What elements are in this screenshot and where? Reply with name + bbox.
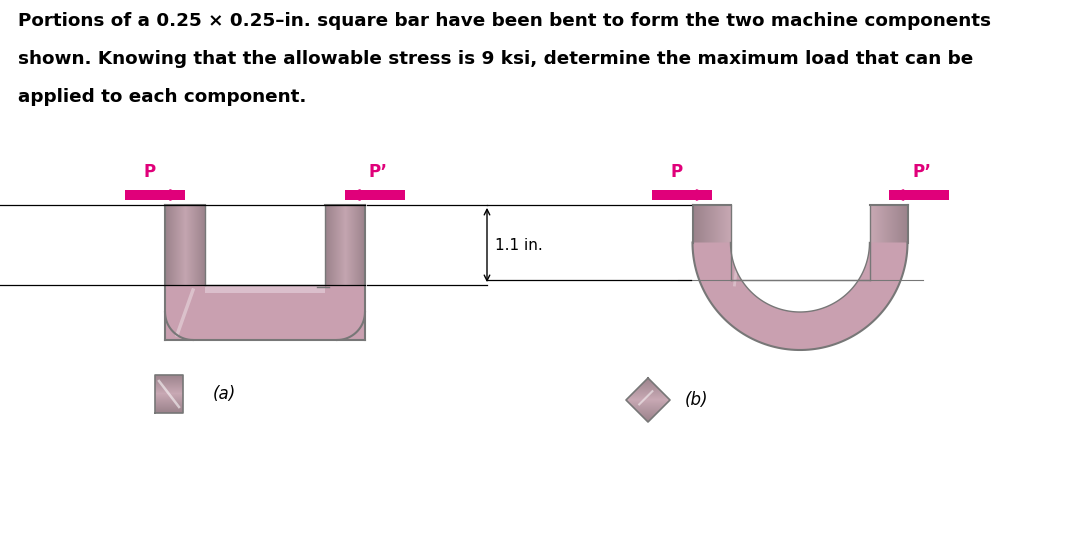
Polygon shape: [156, 389, 183, 390]
Polygon shape: [640, 413, 656, 414]
Polygon shape: [631, 394, 665, 395]
Text: Portions of a 0.25 × 0.25–in. square bar have been bent to form the two machine : Portions of a 0.25 × 0.25–in. square bar…: [18, 12, 991, 30]
Polygon shape: [626, 399, 670, 400]
Polygon shape: [692, 242, 907, 350]
Polygon shape: [889, 190, 948, 200]
Polygon shape: [205, 285, 325, 293]
Polygon shape: [651, 190, 712, 200]
Polygon shape: [156, 391, 183, 392]
Polygon shape: [156, 411, 183, 412]
Polygon shape: [156, 403, 183, 404]
Text: applied to each component.: applied to each component.: [18, 88, 307, 106]
Polygon shape: [645, 418, 651, 419]
Polygon shape: [156, 385, 183, 386]
Polygon shape: [156, 394, 183, 395]
Polygon shape: [345, 190, 405, 200]
Polygon shape: [645, 380, 651, 381]
Polygon shape: [156, 381, 183, 382]
Polygon shape: [156, 383, 183, 384]
Polygon shape: [156, 388, 183, 389]
Polygon shape: [156, 390, 183, 391]
Polygon shape: [156, 395, 183, 396]
Polygon shape: [636, 409, 660, 410]
Polygon shape: [156, 379, 183, 380]
Polygon shape: [156, 400, 183, 401]
Polygon shape: [156, 398, 183, 399]
Polygon shape: [156, 404, 183, 405]
Polygon shape: [156, 405, 183, 406]
Polygon shape: [156, 387, 183, 388]
Text: P: P: [671, 163, 683, 181]
Polygon shape: [637, 388, 659, 389]
Text: (b): (b): [685, 391, 708, 409]
Polygon shape: [156, 412, 183, 413]
Polygon shape: [156, 410, 183, 411]
Polygon shape: [643, 382, 653, 383]
Polygon shape: [636, 389, 660, 390]
Polygon shape: [639, 412, 657, 413]
Polygon shape: [156, 396, 183, 397]
Polygon shape: [631, 404, 665, 405]
Text: P’: P’: [912, 163, 931, 181]
Polygon shape: [156, 401, 183, 402]
Polygon shape: [635, 408, 661, 409]
Polygon shape: [627, 400, 669, 401]
Polygon shape: [632, 405, 664, 406]
Polygon shape: [633, 392, 663, 393]
Polygon shape: [156, 407, 183, 408]
Polygon shape: [635, 390, 661, 391]
Polygon shape: [630, 395, 666, 396]
Polygon shape: [156, 386, 183, 387]
Polygon shape: [646, 379, 650, 380]
Polygon shape: [156, 380, 183, 381]
Text: 1.1 in.: 1.1 in.: [495, 238, 543, 253]
Polygon shape: [638, 387, 658, 388]
Polygon shape: [646, 419, 650, 420]
Polygon shape: [647, 378, 649, 379]
Polygon shape: [630, 403, 666, 404]
Polygon shape: [637, 410, 659, 411]
Polygon shape: [634, 391, 662, 392]
Polygon shape: [156, 393, 183, 394]
Polygon shape: [156, 378, 183, 379]
Polygon shape: [629, 402, 667, 403]
Polygon shape: [647, 420, 649, 421]
Polygon shape: [632, 393, 664, 394]
Polygon shape: [156, 409, 183, 410]
Polygon shape: [156, 377, 183, 378]
Polygon shape: [642, 384, 654, 385]
Polygon shape: [156, 408, 183, 409]
Polygon shape: [633, 406, 663, 407]
Polygon shape: [125, 190, 185, 200]
Text: shown. Knowing that the allowable stress is 9 ksi, determine the maximum load th: shown. Knowing that the allowable stress…: [18, 50, 973, 68]
Polygon shape: [156, 406, 183, 407]
Polygon shape: [642, 414, 654, 415]
Polygon shape: [642, 415, 654, 416]
Polygon shape: [640, 385, 656, 386]
Polygon shape: [627, 401, 669, 402]
Polygon shape: [156, 402, 183, 403]
Text: (a): (a): [213, 385, 237, 403]
Polygon shape: [634, 407, 662, 408]
Polygon shape: [644, 417, 652, 418]
Text: P’: P’: [368, 163, 388, 181]
Polygon shape: [156, 382, 183, 383]
Polygon shape: [627, 397, 669, 398]
Polygon shape: [156, 376, 183, 377]
Polygon shape: [156, 375, 183, 376]
Polygon shape: [156, 397, 183, 398]
Polygon shape: [156, 384, 183, 385]
Text: P: P: [144, 163, 157, 181]
Polygon shape: [643, 416, 653, 417]
Polygon shape: [165, 285, 365, 340]
Polygon shape: [156, 392, 183, 393]
Polygon shape: [156, 399, 183, 400]
Polygon shape: [638, 411, 658, 412]
Polygon shape: [639, 386, 657, 387]
Polygon shape: [627, 398, 669, 399]
Polygon shape: [644, 381, 652, 382]
Polygon shape: [642, 383, 654, 384]
Polygon shape: [629, 396, 667, 397]
